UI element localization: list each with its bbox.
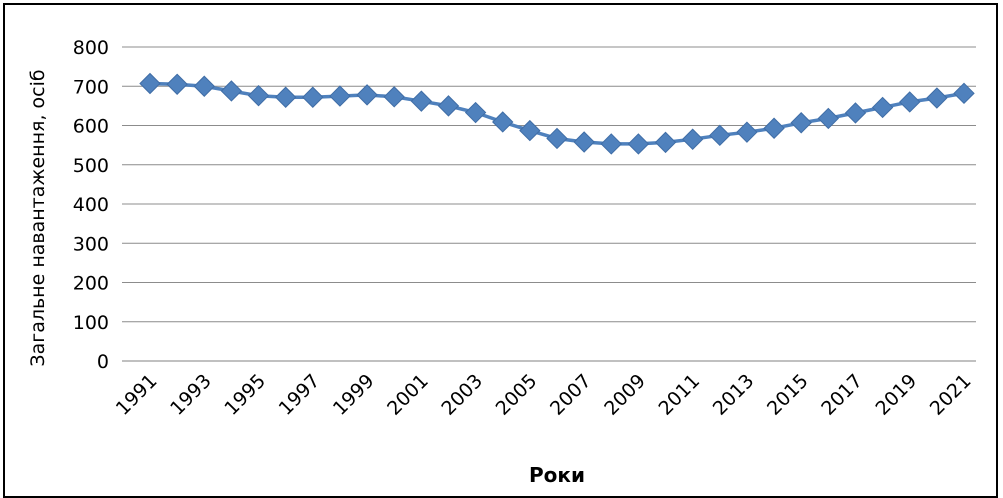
y-tick-label: 600 [73, 116, 109, 138]
x-tick-label: 2003 [437, 370, 487, 420]
grid-lines [122, 46, 976, 323]
data-point-marker [220, 80, 243, 102]
data-point-marker [193, 75, 215, 97]
data-point-marker [953, 82, 975, 105]
data-point-marker [302, 86, 324, 108]
data-point-marker [546, 127, 568, 150]
x-tick-label: 1993 [166, 370, 216, 420]
data-point-marker [356, 84, 378, 106]
x-tick-label: 2013 [709, 370, 759, 420]
data-point-marker [871, 96, 894, 119]
x-tick-label: 2009 [600, 370, 650, 420]
data-point-marker [464, 101, 487, 124]
y-tick-label: 0 [97, 351, 109, 373]
x-axis-title: Роки [529, 463, 585, 487]
data-point-marker [926, 87, 948, 109]
x-tick-label: 1997 [275, 370, 325, 420]
y-tick-label: 500 [73, 155, 109, 177]
data-point-marker [247, 84, 270, 107]
data-point-marker [627, 133, 650, 155]
data-point-marker [139, 72, 161, 95]
x-tick-label: 1991 [112, 370, 162, 420]
x-tick-label: 2007 [546, 370, 596, 420]
x-tick-label: 1999 [329, 370, 379, 420]
y-tick-label: 200 [73, 273, 109, 295]
data-point-marker [166, 73, 188, 95]
data-point-marker [437, 95, 460, 117]
series-markers [139, 72, 975, 155]
y-tick-label: 400 [73, 194, 109, 216]
data-point-marker [681, 128, 704, 150]
data-point-marker [519, 119, 541, 142]
data-point-marker [383, 86, 405, 108]
data-point-marker [817, 107, 840, 130]
x-tick-labels: 1991 1993 1995 1997 1999 2001 2003 2005 2007 2009… [112, 370, 976, 420]
data-point-marker [844, 102, 867, 124]
y-tick-label: 700 [73, 76, 109, 98]
x-tick-label: 2021 [926, 370, 976, 420]
x-tick-label: 2011 [654, 370, 704, 420]
x-tick-label: 2005 [492, 370, 542, 420]
data-point-marker [573, 131, 595, 153]
data-point-marker [899, 91, 921, 113]
data-point-marker [790, 112, 812, 134]
data-point-marker [410, 90, 433, 112]
y-tick-label: 300 [73, 233, 109, 255]
y-tick-label: 100 [73, 312, 109, 334]
data-point-marker [600, 133, 622, 155]
data-point-marker [274, 86, 297, 108]
data-point-marker [329, 85, 351, 107]
data-point-marker [654, 131, 677, 154]
x-tick-label: 2001 [383, 370, 433, 420]
x-tick-label: 2019 [872, 370, 922, 420]
data-point-marker [736, 121, 758, 143]
y-tick-label: 800 [73, 37, 109, 59]
x-tick-label: 1995 [220, 370, 270, 420]
y-tick-labels: 0 100 200 300 400 500 600 700 800 [73, 37, 109, 373]
y-axis-title: Загальне навантаження, осіб [27, 69, 49, 366]
data-point-marker [492, 111, 514, 133]
data-point-marker [709, 124, 731, 147]
x-tick-label: 2015 [763, 370, 813, 420]
data-point-marker [763, 117, 785, 139]
x-tick-label: 2017 [817, 370, 867, 420]
